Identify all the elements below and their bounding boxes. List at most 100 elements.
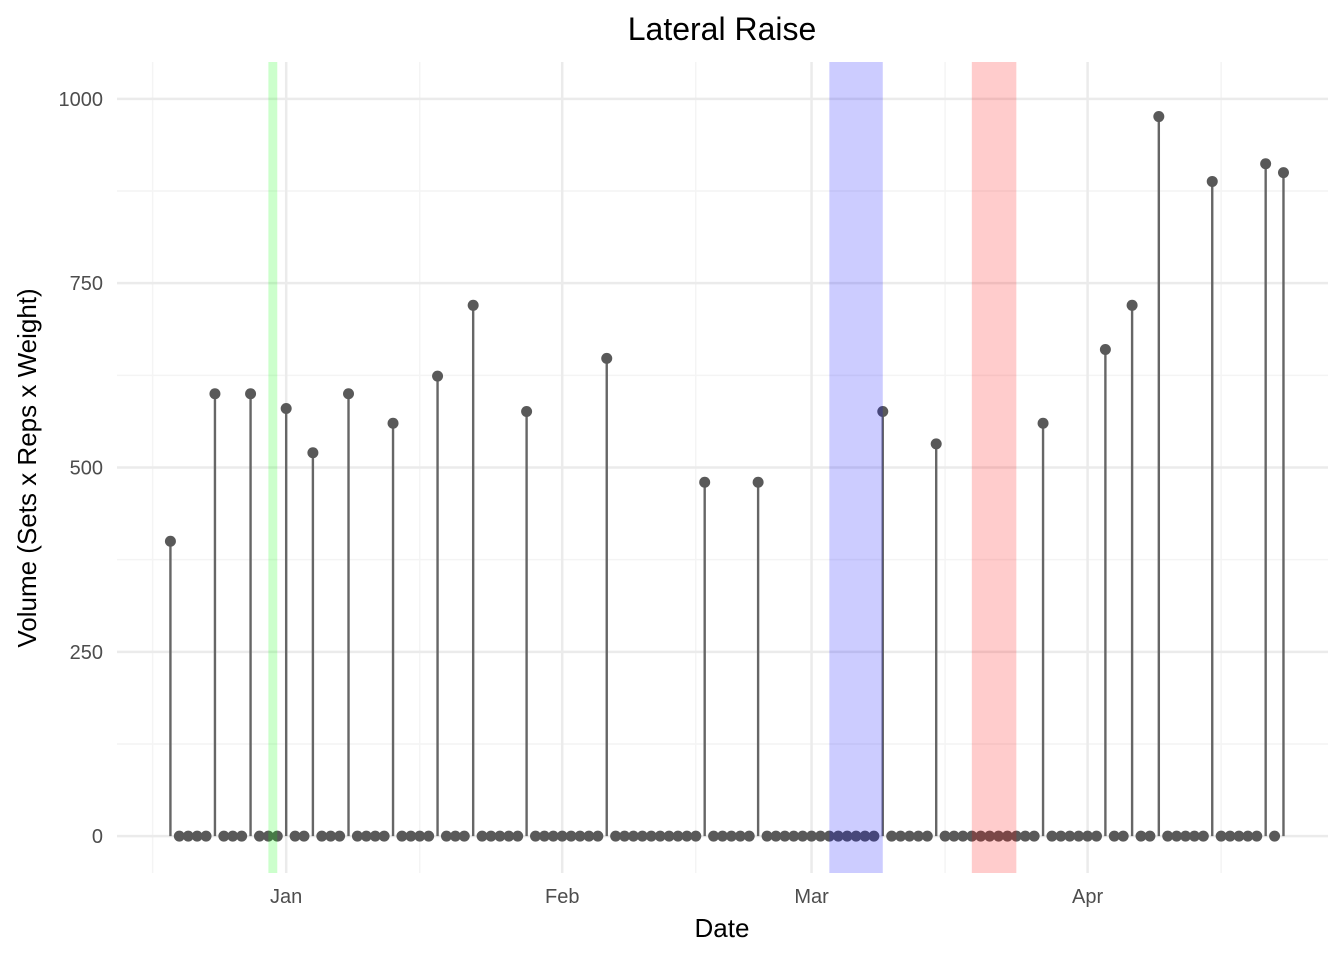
data-point: [939, 830, 951, 842]
data-point: [752, 476, 764, 488]
data-point: [1108, 830, 1120, 842]
data-point: [734, 830, 746, 842]
data-point: [1064, 830, 1076, 842]
data-point: [636, 830, 648, 842]
data-point: [1010, 830, 1022, 842]
data-points: [164, 111, 1289, 842]
data-point: [814, 830, 826, 842]
data-point: [993, 830, 1005, 842]
data-point: [592, 830, 604, 842]
data-point: [449, 830, 461, 842]
data-point: [538, 830, 550, 842]
data-point: [984, 830, 996, 842]
data-point: [1224, 830, 1236, 842]
data-point: [245, 388, 257, 400]
data-point: [182, 830, 194, 842]
data-point: [957, 830, 969, 842]
data-point: [868, 830, 880, 842]
data-point: [1144, 830, 1156, 842]
highlight-band: [268, 62, 278, 873]
data-point: [164, 535, 176, 547]
data-point: [1260, 158, 1272, 170]
data-point: [966, 830, 978, 842]
data-point: [761, 830, 773, 842]
data-point: [574, 830, 586, 842]
x-axis-title: Date: [695, 913, 750, 943]
data-point: [1028, 830, 1040, 842]
data-point: [1037, 417, 1049, 429]
data-point: [699, 476, 711, 488]
data-point: [173, 830, 185, 842]
data-point: [503, 830, 515, 842]
data-point: [690, 830, 702, 842]
data-point: [1001, 830, 1013, 842]
data-point: [645, 830, 657, 842]
data-point: [903, 830, 915, 842]
data-point: [921, 830, 933, 842]
data-point: [236, 830, 248, 842]
data-point: [841, 830, 853, 842]
data-point: [512, 830, 524, 842]
y-tick-label: 250: [70, 642, 103, 664]
data-point: [405, 830, 417, 842]
data-point: [343, 388, 355, 400]
data-point: [1046, 830, 1058, 842]
data-point: [458, 830, 470, 842]
data-point: [788, 830, 800, 842]
data-point: [1162, 830, 1174, 842]
data-point: [1019, 830, 1031, 842]
data-point: [743, 830, 755, 842]
data-point: [1197, 830, 1209, 842]
data-point: [1126, 299, 1138, 311]
y-tick-label: 500: [70, 458, 103, 480]
data-point: [1180, 830, 1192, 842]
data-point: [1242, 830, 1254, 842]
data-point: [227, 830, 239, 842]
data-point: [351, 830, 363, 842]
data-point: [271, 830, 283, 842]
data-point: [530, 830, 542, 842]
data-point: [1099, 344, 1111, 356]
data-point: [1055, 830, 1067, 842]
y-axis-tick-labels: 0 250 500 750 1000: [59, 89, 104, 848]
data-point: [485, 830, 497, 842]
data-point: [1269, 830, 1281, 842]
x-tick-label: Mar: [794, 886, 829, 908]
data-point: [681, 830, 693, 842]
data-point: [583, 830, 595, 842]
data-point: [823, 830, 835, 842]
data-point: [725, 830, 737, 842]
data-point: [1188, 830, 1200, 842]
data-point: [797, 830, 809, 842]
data-point: [360, 830, 372, 842]
data-point: [423, 830, 435, 842]
data-point: [1251, 830, 1263, 842]
y-tick-label: 750: [70, 273, 103, 295]
chart-title: Lateral Raise: [628, 11, 817, 47]
data-point: [1206, 175, 1218, 187]
data-point: [494, 830, 506, 842]
y-tick-label: 1000: [59, 89, 104, 111]
data-point: [378, 830, 390, 842]
data-point: [770, 830, 782, 842]
data-point: [1171, 830, 1183, 842]
data-point: [325, 830, 337, 842]
data-point: [930, 438, 942, 450]
data-point: [476, 830, 488, 842]
data-point: [779, 830, 791, 842]
data-point: [627, 830, 639, 842]
data-point: [912, 830, 924, 842]
data-point: [565, 830, 577, 842]
data-point: [414, 830, 426, 842]
data-point: [307, 447, 319, 459]
data-point: [440, 830, 452, 842]
data-point: [1153, 111, 1165, 123]
x-tick-label: Feb: [545, 886, 579, 908]
data-point: [369, 830, 381, 842]
y-tick-label: 0: [92, 826, 103, 848]
highlight-band: [971, 62, 1017, 873]
data-point: [262, 830, 274, 842]
data-point: [1233, 830, 1245, 842]
data-point: [601, 352, 613, 364]
